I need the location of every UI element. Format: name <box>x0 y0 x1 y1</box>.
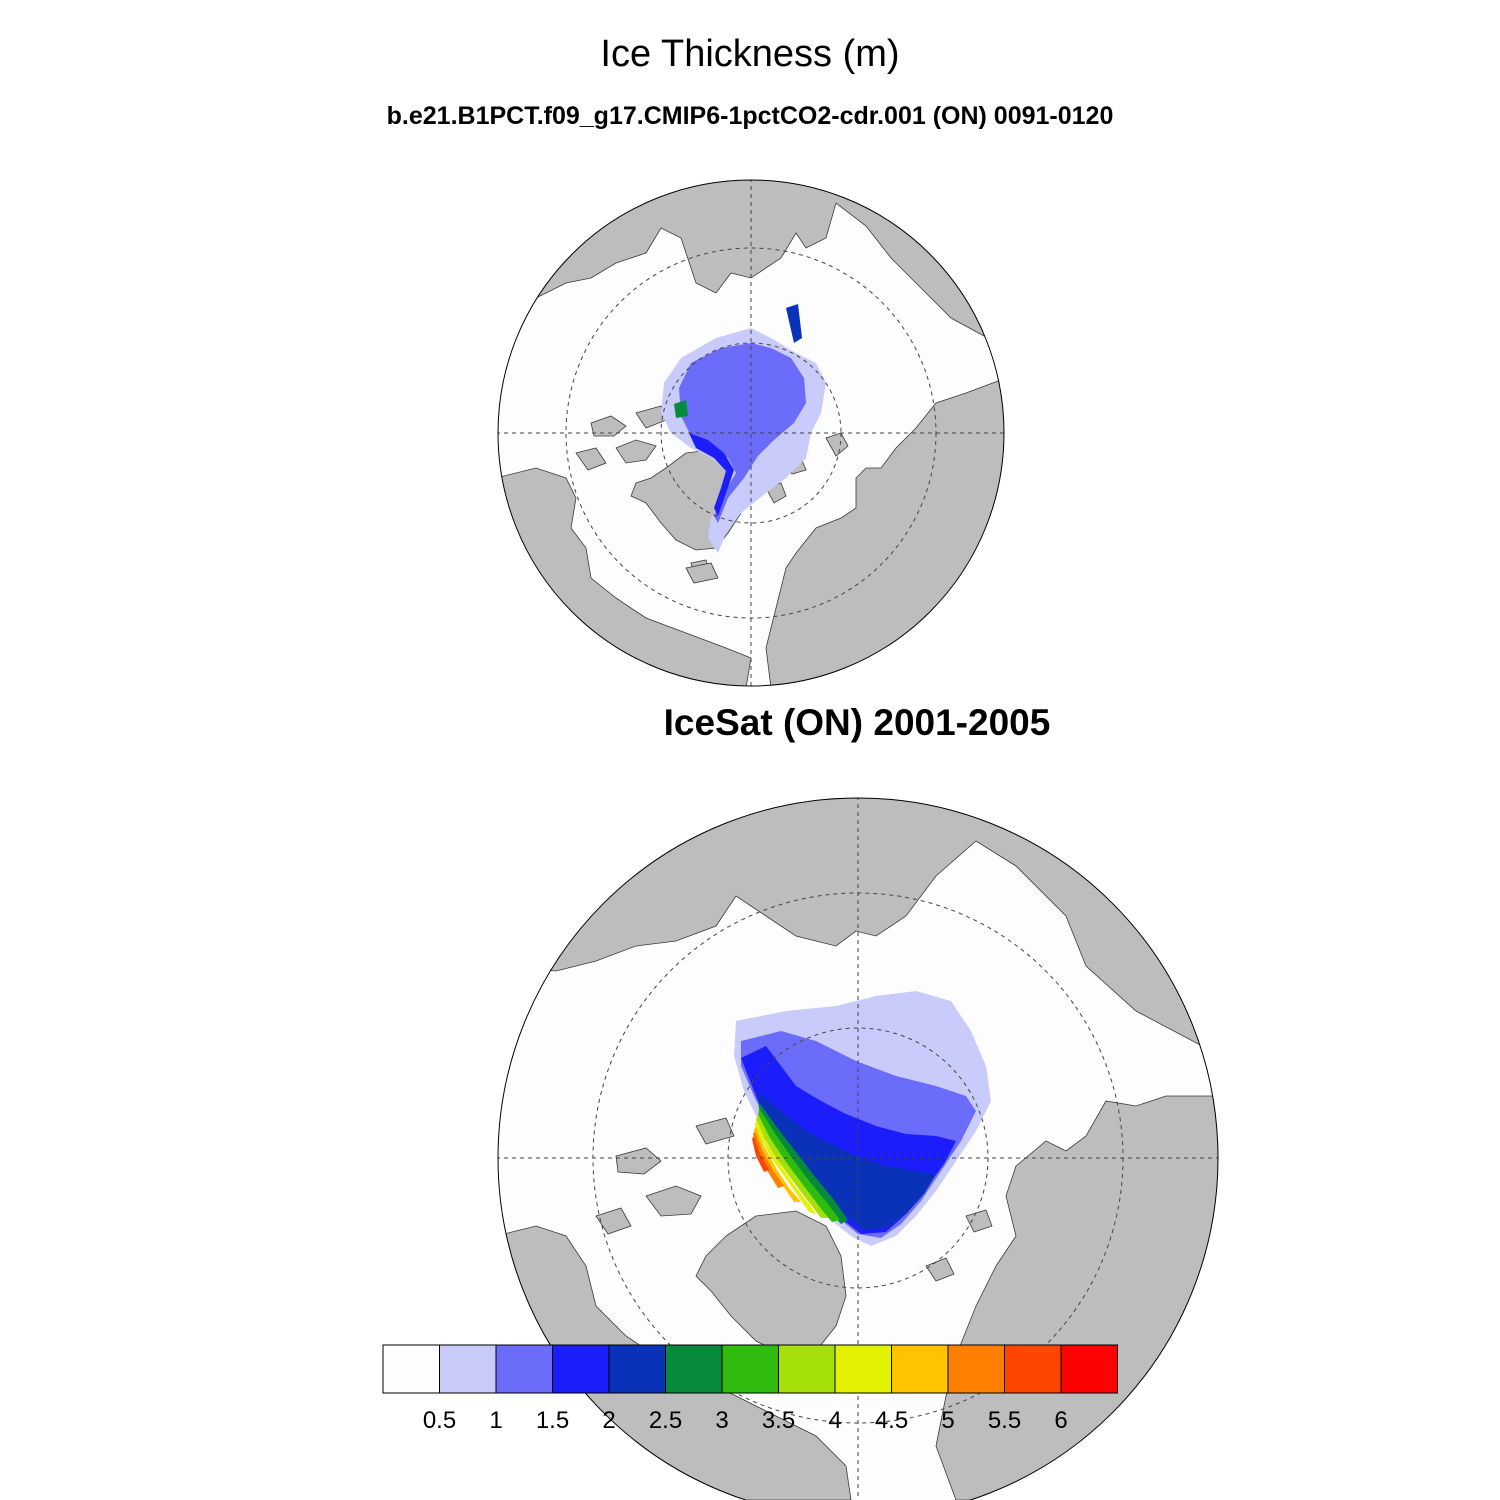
colorbar: 0.5 1 1.5 2 2.5 3 3.5 4 4.5 5 5.5 6 <box>382 1344 1118 1434</box>
colorbar-box <box>721 1344 779 1394</box>
ice-1.5to2 <box>689 433 734 516</box>
colorbar-tick-label: 5 <box>941 1407 954 1434</box>
ice-2.5to3-patch <box>674 400 688 418</box>
colorbar-box <box>382 1344 440 1394</box>
ice-5.5to6 <box>752 1136 769 1172</box>
colorbar-tick-label: 4 <box>828 1407 841 1434</box>
colorbar-box <box>947 1344 1005 1394</box>
map-boundary <box>497 797 1219 1500</box>
colorbar-tick-label: 6 <box>1054 1407 1067 1434</box>
colorbar-box <box>1004 1344 1062 1394</box>
colorbar-tick-label: 3 <box>715 1407 728 1434</box>
ice-2.5to3 <box>758 1101 848 1224</box>
colorbar-box <box>495 1344 553 1394</box>
ice-4.5to5 <box>754 1126 801 1202</box>
ice-2to2.5 <box>756 1091 936 1230</box>
model-run-subtitle: b.e21.B1PCT.f09_g17.CMIP6-1pctCO2-cdr.00… <box>386 102 1114 130</box>
colorbar-box <box>439 1344 497 1394</box>
colorbar-tick-label: 1 <box>489 1407 502 1434</box>
ice-3to3.5 <box>758 1108 840 1222</box>
model-ice-thickness-map <box>497 179 1005 687</box>
ice-1to1.5 <box>679 343 806 523</box>
colorbar-box <box>552 1344 610 1394</box>
colorbar-tick-label: 0.5 <box>423 1407 456 1434</box>
colorbar-box <box>1060 1344 1118 1394</box>
colorbar-box <box>778 1344 836 1394</box>
colorbar-tick-label: 5.5 <box>988 1407 1021 1434</box>
ice-2to2.5-edge <box>786 304 802 343</box>
colorbar-box <box>665 1344 723 1394</box>
figure-title: Ice Thickness (m) <box>600 33 900 75</box>
colorbar-tick-label: 3.5 <box>762 1407 795 1434</box>
colorbar-tick-label: 1.5 <box>536 1407 569 1434</box>
graticule <box>498 180 1004 686</box>
ice-5to5.5 <box>753 1131 784 1188</box>
colorbar-box <box>834 1344 892 1394</box>
colorbar-box <box>891 1344 949 1394</box>
colorbar-tick-label: 2.5 <box>649 1407 682 1434</box>
colorbar-tick-label: 2 <box>602 1407 615 1434</box>
observation-panel-title: IceSat (ON) 2001-2005 <box>663 702 1051 743</box>
colorbar-tick-label: 4.5 <box>875 1407 908 1434</box>
map-boundary <box>497 179 1005 687</box>
colorbar-box <box>608 1344 666 1394</box>
